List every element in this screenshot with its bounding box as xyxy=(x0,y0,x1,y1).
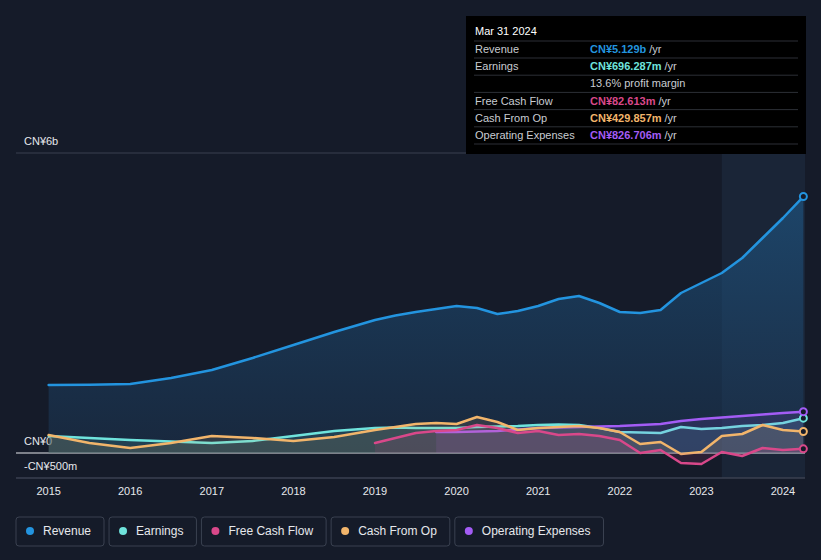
legend-label: Earnings xyxy=(136,524,183,538)
x-tick-label: 2017 xyxy=(200,485,224,497)
legend-box xyxy=(201,517,326,546)
tooltip-value: CN¥696.287m/yr xyxy=(590,60,677,72)
end-dot xyxy=(800,445,807,452)
legend-box xyxy=(455,517,604,546)
grid-line xyxy=(16,478,805,479)
tooltip-value: CN¥826.706m/yr xyxy=(590,129,677,141)
x-tick-label: 2018 xyxy=(281,485,305,497)
tooltip: Mar 31 2024 Revenue CN¥5.129b/yr Earnings CN… xyxy=(466,16,806,154)
x-axis-line xyxy=(16,478,805,479)
chart: -CN¥500mCN¥0CN¥6b20152016201720182019202… xyxy=(0,0,821,560)
end-dot xyxy=(800,193,807,200)
tooltip-separator xyxy=(474,58,798,59)
series-line xyxy=(375,425,803,464)
tooltip-margin: 13.6% profit margin xyxy=(590,77,685,89)
tooltip-separator xyxy=(474,109,798,110)
tooltip-unit: /yr xyxy=(658,95,671,107)
legend-item: Revenue xyxy=(16,517,104,546)
legend-swatch xyxy=(211,527,219,535)
legend-label: Revenue xyxy=(43,524,91,538)
x-tick-label: 2022 xyxy=(608,485,632,497)
series-line xyxy=(49,197,804,385)
tooltip-value: CN¥82.613m/yr xyxy=(590,95,671,107)
legend-label: Operating Expenses xyxy=(482,524,591,538)
legend-swatch xyxy=(465,527,473,535)
x-tick-label: 2020 xyxy=(444,485,468,497)
legend-box xyxy=(331,517,450,546)
legend-label: Free Cash Flow xyxy=(228,524,313,538)
tooltip-label: Free Cash Flow xyxy=(475,95,553,107)
legend-item: Earnings xyxy=(109,517,196,546)
legend-box xyxy=(16,517,104,546)
legend-item: Free Cash Flow xyxy=(201,517,326,546)
end-dot xyxy=(800,428,807,435)
area-fill xyxy=(375,425,803,464)
tooltip-unit: /yr xyxy=(665,112,678,124)
area-fill xyxy=(49,197,804,453)
legend-item: Cash From Op xyxy=(331,517,450,546)
tooltip-separator xyxy=(474,126,798,127)
legend-swatch xyxy=(341,527,349,535)
legend-box xyxy=(109,517,196,546)
tooltip-value: CN¥429.857m/yr xyxy=(590,112,677,124)
tooltip-date: Mar 31 2024 xyxy=(475,25,537,37)
tooltip-value-text: CN¥429.857m xyxy=(590,112,662,124)
legend-item: Operating Expenses xyxy=(455,517,604,546)
tooltip-label: Revenue xyxy=(475,43,519,55)
tooltip-unit: /yr xyxy=(665,60,678,72)
tooltip-separator xyxy=(474,92,798,93)
tooltip-unit: /yr xyxy=(665,129,678,141)
plot-area xyxy=(49,197,804,464)
tooltip-value: CN¥5.129b/yr xyxy=(590,43,662,55)
tooltip-value-text: CN¥826.706m xyxy=(590,129,662,141)
tooltip-box xyxy=(466,16,806,154)
legend-label: Cash From Op xyxy=(358,524,437,538)
x-tick-label: 2024 xyxy=(771,485,795,497)
tooltip-unit: /yr xyxy=(649,43,662,55)
tooltip-separator xyxy=(474,144,798,145)
tooltip-label: Operating Expenses xyxy=(475,129,575,141)
legend-swatch xyxy=(119,527,127,535)
x-tick-label: 2016 xyxy=(118,485,142,497)
y-tick-label: -CN¥500m xyxy=(24,460,77,472)
tooltip-separator xyxy=(474,75,798,76)
background xyxy=(0,0,821,560)
end-dot xyxy=(800,408,807,415)
tooltip-value-text: CN¥82.613m xyxy=(590,95,656,107)
x-tick-label: 2019 xyxy=(363,485,387,497)
legend-swatch xyxy=(26,527,34,535)
tooltip-separator xyxy=(474,41,798,42)
tooltip-value-text: CN¥5.129b xyxy=(590,43,647,55)
legend: Revenue Earnings Free Cash Flow Cash From O… xyxy=(16,517,604,546)
tooltip-value-text: CN¥696.287m xyxy=(590,60,662,72)
tooltip-label: Cash From Op xyxy=(475,112,547,124)
x-tick-label: 2023 xyxy=(689,485,713,497)
tooltip-label: Earnings xyxy=(475,60,519,72)
x-tick-label: 2021 xyxy=(526,485,550,497)
y-tick-label: CN¥6b xyxy=(24,135,58,147)
x-tick-label: 2015 xyxy=(36,485,60,497)
